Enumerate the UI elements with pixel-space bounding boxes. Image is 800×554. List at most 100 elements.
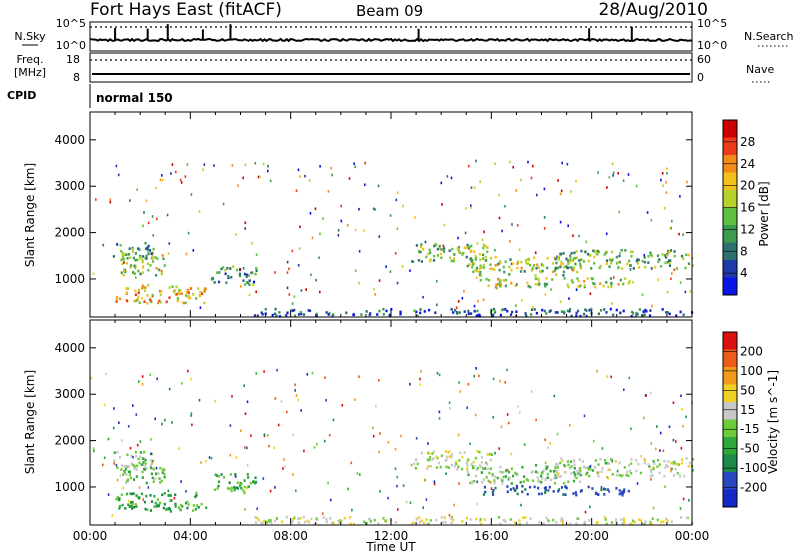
scatter-cell: [113, 462, 115, 465]
scatter-cell: [199, 306, 202, 309]
echo-cell: [214, 473, 217, 477]
echo-cell: [255, 269, 258, 272]
echo-cell: [573, 466, 576, 470]
echo-cell: [428, 308, 431, 312]
scatter-cell: [152, 234, 154, 237]
echo-cell: [205, 506, 208, 510]
scatter-cell: [171, 421, 173, 424]
velocity-ylabel: Slant Range [km]: [23, 370, 37, 474]
echo-cell: [420, 519, 423, 522]
echo-cell: [565, 265, 568, 268]
nsearch-label: N.Search: [744, 30, 794, 43]
echo-cell: [609, 307, 612, 311]
echo-cell: [565, 257, 568, 261]
scatter-cell: [396, 227, 399, 231]
scatter-cell: [331, 173, 333, 177]
echo-cell: [141, 271, 144, 274]
echo-cell: [136, 258, 139, 262]
echo-cell: [123, 253, 126, 257]
echo-cell: [545, 476, 548, 480]
echo-cell: [680, 254, 684, 258]
echo-cell: [559, 461, 562, 465]
echo-cell: [493, 481, 496, 485]
echo-cell: [476, 466, 479, 470]
scatter-cell: [448, 401, 451, 404]
echo-cell: [135, 455, 138, 458]
echo-cell: [672, 462, 675, 466]
echo-cell: [149, 299, 152, 302]
scatter-cell: [151, 215, 154, 218]
echo-cell: [274, 307, 277, 311]
scatter-cell: [286, 286, 289, 290]
scatter-cell: [310, 273, 312, 277]
echo-cell: [610, 285, 613, 289]
echo-cell: [579, 470, 582, 473]
echo-cell: [623, 519, 626, 523]
echo-cell: [478, 267, 481, 271]
echo-cell: [297, 517, 300, 521]
echo-cell: [127, 287, 130, 290]
echo-cell: [302, 313, 306, 316]
echo-cell: [470, 244, 473, 248]
scatter-cell: [244, 227, 246, 230]
echo-cell: [116, 243, 119, 246]
echo-cell: [618, 492, 621, 496]
echo-cell: [577, 472, 580, 475]
echo-cell: [593, 466, 597, 469]
echo-cell: [121, 503, 124, 507]
echo-cell: [508, 273, 511, 276]
echo-cell: [246, 473, 249, 476]
echo-cell: [603, 516, 606, 519]
echo-cell: [480, 266, 483, 269]
scatter-cell: [521, 299, 523, 302]
echo-cell: [160, 290, 163, 293]
echo-cell: [178, 290, 181, 294]
scatter-cell: [262, 162, 265, 166]
echo-cell: [519, 481, 522, 484]
scatter-cell: [520, 178, 522, 182]
echo-cell: [610, 262, 613, 265]
velocity-colorbar-label: Velocity [m s^-1]: [766, 370, 780, 474]
echo-cell: [652, 467, 655, 471]
echo-cell: [134, 293, 137, 296]
echo-cell: [144, 247, 148, 251]
scatter-cell: [150, 438, 152, 441]
echo-cell: [597, 312, 600, 316]
echo-cell: [489, 311, 492, 314]
scatter-cell: [589, 292, 592, 295]
echo-cell: [481, 467, 485, 470]
scatter-cell: [498, 216, 501, 220]
echo-cell: [261, 522, 264, 526]
echo-cell: [478, 273, 481, 277]
echo-cell: [674, 461, 677, 465]
echo-cell: [649, 251, 652, 254]
echo-cell: [138, 496, 141, 499]
echo-cell: [638, 518, 641, 521]
echo-cell: [473, 250, 476, 253]
echo-cell: [480, 461, 483, 464]
scatter-cell: [276, 368, 278, 372]
echo-cell: [413, 309, 416, 312]
nsky-tick-high: 10^5: [56, 17, 86, 30]
scatter-cell: [244, 221, 247, 225]
echo-cell: [637, 462, 640, 466]
echo-cell: [479, 271, 482, 274]
scatter-cell: [244, 446, 246, 449]
echo-cell: [147, 244, 150, 248]
echo-cell: [665, 517, 668, 521]
scatter-cell: [474, 413, 477, 417]
echo-cell: [125, 473, 128, 476]
echo-cell: [168, 286, 171, 289]
echo-cell: [151, 476, 154, 480]
echo-cell: [516, 473, 519, 477]
scatter-cell: [402, 484, 405, 487]
echo-cell: [151, 293, 154, 297]
scatter-cell: [231, 395, 233, 398]
echo-cell: [570, 314, 573, 318]
echo-cell: [635, 311, 638, 315]
echo-cell: [352, 522, 355, 526]
echo-cell: [576, 277, 579, 280]
scatter-cell: [665, 191, 668, 194]
scatter-cell: [536, 193, 538, 197]
echo-cell: [415, 310, 418, 314]
